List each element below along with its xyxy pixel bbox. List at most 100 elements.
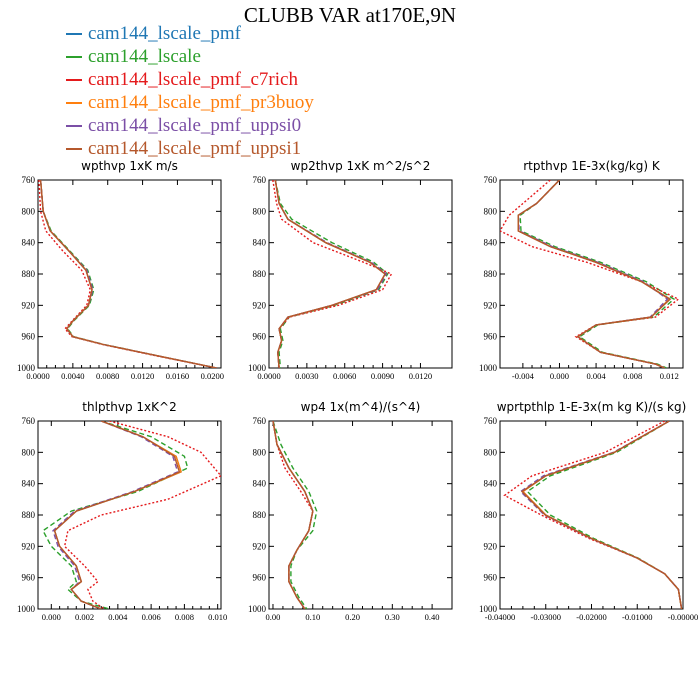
series-line [274, 180, 387, 368]
panel: wprtpthlp 1-E-3x(m kg K)/(s kg) 760 800 840… [479, 400, 698, 622]
legend-label: cam144_lscale_pmf_pr3buoy [88, 91, 314, 113]
y-tick-label: 880 [22, 269, 36, 279]
panel-title: wpthvp 1xK m/s [81, 159, 178, 173]
y-tick-label: 800 [253, 206, 267, 216]
legend-swatch [66, 78, 82, 81]
series-line [500, 180, 680, 368]
x-tick-label: 0.012 [660, 371, 679, 381]
y-tick-label: 960 [484, 573, 498, 583]
legend-label: cam144_lscale [88, 45, 201, 67]
panel: wpthvp 1xK m/s76080084088092096010000.00… [17, 159, 224, 381]
x-tick-label: -0.04000 [485, 612, 515, 622]
x-tick-label: 0.0090 [371, 371, 394, 381]
y-tick-label: 960 [253, 332, 267, 342]
y-tick-label: 880 [484, 269, 498, 279]
x-tick-label: -0.01000 [622, 612, 652, 622]
x-tick-label: 0.20 [345, 612, 360, 622]
series-line [517, 180, 671, 368]
legend-item: cam144_lscale_pmf_uppsi0 [66, 114, 314, 137]
y-tick-label: 800 [253, 447, 267, 457]
y-tick-label: 1000 [479, 604, 498, 614]
series-line [503, 421, 683, 609]
panel-title: wp2thvp 1xK m^2/s^2 [291, 159, 431, 173]
legend-label: cam144_lscale_pmf_uppsi0 [88, 114, 302, 136]
legend-label: cam144_lscale_pmf_c7rich [88, 68, 298, 90]
x-tick-label: 0.0030 [295, 371, 318, 381]
y-tick-label: 1000 [17, 604, 36, 614]
series-line [274, 180, 387, 368]
y-tick-label: 880 [253, 269, 267, 279]
series-line [42, 421, 189, 609]
y-tick-label: 760 [253, 175, 267, 185]
y-tick-label: 840 [22, 479, 36, 489]
panel-title: thlpthvp 1xK^2 [82, 400, 176, 414]
y-tick-label: 960 [253, 573, 267, 583]
x-tick-label: 0.00 [266, 612, 281, 622]
plot-frame [37, 179, 222, 369]
plot-frame [499, 420, 684, 610]
y-tick-label: 1000 [248, 604, 267, 614]
panel-title: wprtpthlp 1-E-3x(m kg K)/(s kg) [497, 400, 687, 414]
y-tick-label: 880 [22, 510, 36, 520]
y-tick-label: 920 [253, 541, 267, 551]
y-tick-label: 840 [253, 479, 267, 489]
legend-swatch [66, 124, 82, 127]
y-tick-label: 840 [253, 238, 267, 248]
legend-swatch [66, 101, 82, 104]
series-line [272, 421, 314, 609]
y-tick-label: 960 [22, 332, 36, 342]
legend-label: cam144_lscale_pmf_uppsi1 [88, 137, 302, 159]
plot-frame [268, 179, 453, 369]
series-line [272, 421, 314, 609]
series-line [517, 180, 669, 368]
legend-swatch [66, 32, 82, 35]
y-tick-label: 920 [484, 541, 498, 551]
y-tick-label: 800 [22, 447, 36, 457]
series-line [517, 180, 671, 368]
legend-item: cam144_lscale [66, 45, 314, 68]
y-tick-label: 920 [22, 300, 36, 310]
x-tick-label: 0.30 [385, 612, 400, 622]
x-tick-label: 0.008 [175, 612, 194, 622]
series-line [53, 421, 181, 609]
series-line [39, 180, 217, 368]
series-line [63, 421, 221, 609]
x-tick-label: 0.0000 [257, 371, 280, 381]
panel-title: wp4 1x(m^4)/(s^4) [301, 400, 421, 414]
x-tick-label: 0.0000 [26, 371, 49, 381]
y-tick-label: 800 [484, 206, 498, 216]
y-tick-label: 920 [253, 300, 267, 310]
x-tick-label: -0.02000 [576, 612, 606, 622]
y-tick-label: 840 [484, 479, 498, 489]
figure-title: CLUBB VAR at170E,9N [243, 3, 457, 27]
y-tick-label: 880 [484, 510, 498, 520]
y-tick-label: 800 [22, 206, 36, 216]
y-tick-label: 920 [22, 541, 36, 551]
y-tick-label: 840 [484, 238, 498, 248]
y-tick-label: 760 [22, 416, 36, 426]
y-tick-label: 840 [22, 238, 36, 248]
series-line [38, 180, 217, 368]
series-line [272, 421, 318, 609]
series-line [39, 180, 217, 368]
x-tick-label: -0.00000 [668, 612, 698, 622]
y-tick-label: 960 [484, 332, 498, 342]
x-tick-label: 0.0040 [61, 371, 84, 381]
series-line [519, 180, 676, 368]
series-line [272, 180, 393, 368]
x-tick-label: 0.010 [208, 612, 227, 622]
series-line [274, 180, 387, 368]
panel-title: rtpthvp 1E-3x(kg/kg) K [523, 159, 661, 173]
series-line [274, 180, 388, 368]
panel: rtpthvp 1E-3x(kg/kg) K 760 800 840 880 920 960… [479, 159, 684, 381]
x-tick-label: 0.004 [108, 612, 128, 622]
x-tick-label: 0.000 [550, 371, 569, 381]
y-tick-label: 1000 [248, 363, 267, 373]
series-line [39, 180, 217, 368]
legend-item: cam144_lscale_pmf [66, 22, 314, 45]
x-tick-label: 0.0060 [333, 371, 356, 381]
panel: wp2thvp 1xK m^2/s^2 760 800 840 880 920 960 100… [248, 159, 453, 381]
legend-item: cam144_lscale_pmf_pr3buoy [66, 91, 314, 114]
x-tick-label: 0.002 [75, 612, 94, 622]
